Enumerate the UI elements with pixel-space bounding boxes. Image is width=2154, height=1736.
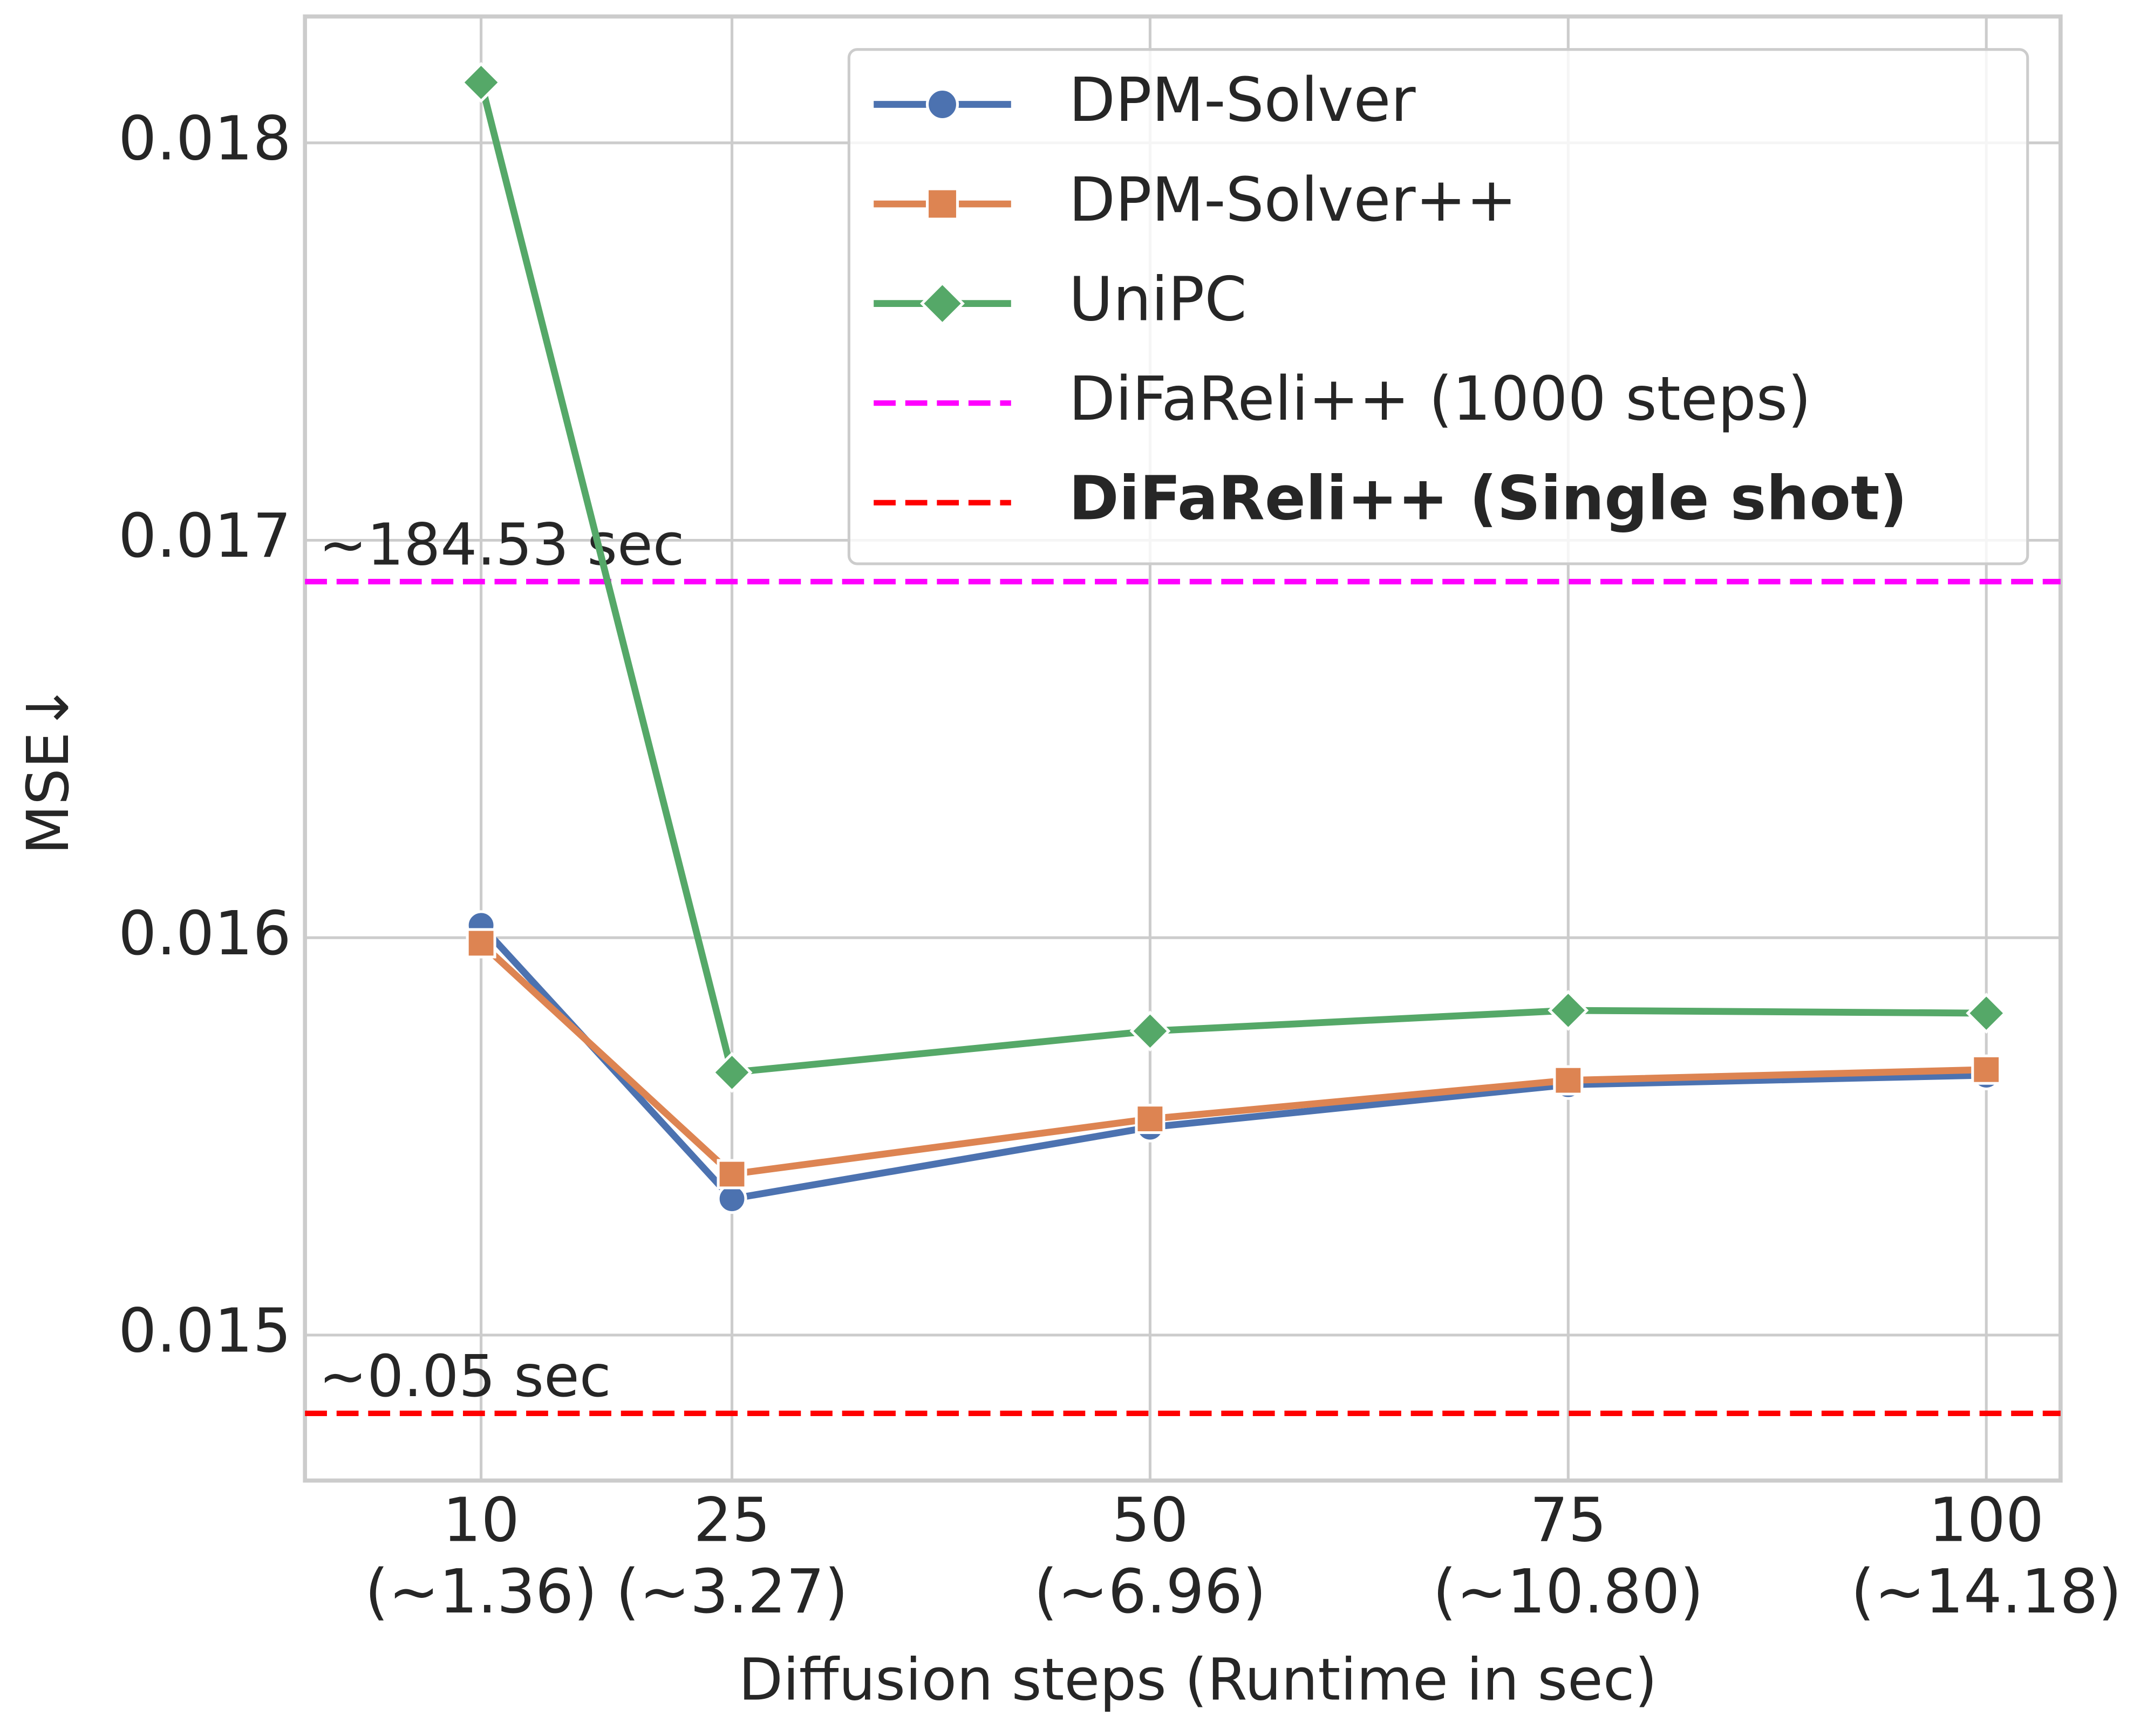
x-tick-sublabel: (~10.80) <box>1433 1557 1703 1627</box>
y-tick-label: 0.018 <box>118 104 291 174</box>
x-tick-sublabel: (~1.36) <box>365 1557 597 1627</box>
marker <box>717 1159 747 1190</box>
y-axis-label: MSE↓ <box>15 684 82 855</box>
legend: DPM-Solver DPM-Solver++ UniPC DiFaReli++ (1… <box>847 48 2029 565</box>
marker <box>466 928 496 959</box>
legend-label: DiFaReli++ (Single shot) <box>1069 464 1907 534</box>
marker <box>920 281 965 326</box>
x-tick-sublabel: (~3.27) <box>616 1557 848 1627</box>
legend-label: DPM-Solver <box>1069 65 1416 135</box>
marker <box>460 61 502 103</box>
y-tick-label: 0.016 <box>118 899 291 969</box>
y-tick-label: 0.017 <box>118 501 291 571</box>
marker <box>1971 1054 2002 1085</box>
marker <box>1135 1104 1165 1134</box>
x-axis-label: Diffusion steps (Runtime in sec) <box>739 1647 1658 1714</box>
legend-box <box>847 48 2029 565</box>
marker <box>1553 1065 1584 1096</box>
x-tick-sublabel: (~6.96) <box>1034 1557 1266 1627</box>
x-tick-label: 10 <box>442 1486 520 1556</box>
legend-label: UniPC <box>1069 264 1247 334</box>
marker <box>1966 993 2007 1034</box>
marker <box>925 87 959 121</box>
annotation: ~184.53 sec <box>319 511 685 578</box>
marker <box>1129 1010 1171 1052</box>
x-tick-label: 50 <box>1112 1486 1189 1556</box>
x-tick-sublabel: (~14.18) <box>1851 1557 2122 1627</box>
marker <box>1548 990 1589 1031</box>
x-tick-label: 75 <box>1530 1486 1607 1556</box>
y-tick-label: 0.015 <box>118 1296 291 1366</box>
plot-frame <box>303 14 2063 1483</box>
legend-label: DiFaReli++ (1000 steps) <box>1069 364 1811 434</box>
marker <box>925 187 959 221</box>
annotation: ~0.05 sec <box>319 1343 611 1410</box>
x-tick-label: 100 <box>1928 1486 2044 1556</box>
marker <box>711 1051 753 1093</box>
legend-label: DPM-Solver++ <box>1069 165 1517 235</box>
x-tick-label: 25 <box>693 1486 771 1556</box>
